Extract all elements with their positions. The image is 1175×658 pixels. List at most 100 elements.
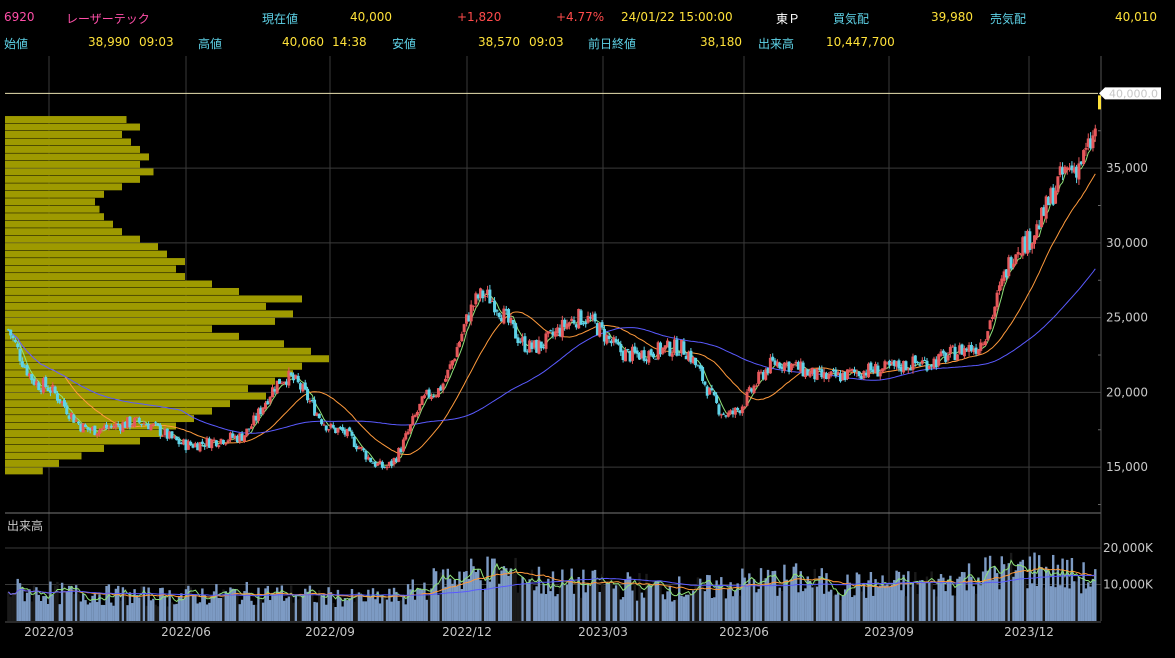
- stock-name: レーザーテック: [66, 12, 150, 26]
- candle-body: [782, 362, 786, 371]
- market-label: 東Ｐ: [776, 12, 801, 26]
- volume-bar: [35, 587, 38, 621]
- volume-bar: [687, 594, 690, 621]
- volume-bar: [458, 571, 461, 621]
- volume-bar: [194, 594, 197, 621]
- candle-body: [574, 324, 578, 328]
- candle-body: [34, 381, 38, 386]
- volume-bar: [755, 592, 758, 621]
- candle-body: [747, 387, 751, 392]
- candle-body: [285, 381, 289, 385]
- volume-bar: [1035, 585, 1039, 621]
- volume-bar: [275, 587, 279, 621]
- candle-body: [616, 342, 620, 345]
- volume-bar: [530, 569, 534, 621]
- volume-bar: [311, 588, 314, 621]
- volume-bar: [937, 578, 940, 621]
- volume-bar: [1061, 558, 1064, 621]
- candle-body: [261, 407, 265, 414]
- volume-profile-bar: [5, 116, 127, 124]
- volume-value: 10,447,700: [826, 35, 895, 49]
- volume-moving-averages: [8, 559, 1096, 603]
- candle-body: [434, 395, 438, 398]
- volume-bar: [177, 596, 181, 621]
- volume-bar: [67, 585, 71, 621]
- candle-body: [623, 349, 627, 362]
- volume-bar: [476, 569, 480, 621]
- volume-bar: [124, 589, 127, 621]
- candle-body: [273, 389, 277, 392]
- candle-body: [759, 371, 763, 373]
- candle-body: [815, 368, 819, 380]
- candle-body: [827, 374, 831, 379]
- candle-body: [348, 427, 352, 432]
- volume-bar: [44, 596, 47, 621]
- volume-bar: [628, 576, 632, 621]
- candle-body: [275, 380, 279, 394]
- candle-body: [497, 312, 501, 317]
- volume-bar: [357, 592, 361, 621]
- candle-body: [680, 339, 684, 354]
- volume-profile-bar: [5, 385, 248, 393]
- candle-body: [1030, 243, 1034, 249]
- volume-bar: [353, 601, 356, 621]
- candle-body: [1089, 138, 1093, 149]
- volume-bar: [184, 589, 188, 621]
- volume-bar: [493, 558, 496, 621]
- last-price-bar: [1098, 95, 1101, 110]
- volume-bar: [780, 590, 784, 621]
- volume-bar: [554, 596, 557, 621]
- candle-body: [605, 334, 609, 344]
- candle-body: [91, 426, 95, 430]
- volume-bar: [360, 594, 363, 621]
- volume-bar: [930, 571, 933, 621]
- volume-bar: [163, 596, 167, 621]
- candle-body: [44, 377, 48, 387]
- candle-body: [1042, 207, 1046, 216]
- candle-body: [525, 351, 529, 353]
- volume-bar: [1052, 554, 1055, 621]
- volume-bar: [699, 578, 702, 621]
- candle-body: [88, 429, 92, 431]
- candle-body: [465, 314, 469, 324]
- volume-bar: [98, 594, 101, 621]
- volume-profile-bar: [5, 317, 275, 325]
- volume-bar: [600, 574, 604, 621]
- volume-bar: [37, 594, 40, 621]
- candle-body: [210, 439, 214, 449]
- volume-bar: [210, 596, 213, 621]
- candle-body: [60, 401, 64, 404]
- volume-bar: [547, 578, 550, 621]
- candle-body: [684, 355, 688, 360]
- volume-bar: [621, 597, 625, 621]
- candle-body: [462, 324, 466, 332]
- quote-header-row1: 6920 レーザーテック 現在値 40,000 +1,820 +4.77% 24…: [0, 7, 1175, 28]
- volume-bar: [484, 588, 487, 621]
- volume-bar: [853, 595, 856, 621]
- volume-bar: [100, 604, 104, 621]
- candle-body: [579, 310, 583, 325]
- candle-body: [109, 425, 113, 427]
- candle-body: [149, 425, 153, 431]
- volume-bar: [769, 584, 772, 621]
- volume-profile-bar: [5, 295, 302, 303]
- candle-body: [539, 341, 543, 349]
- candle-body: [249, 426, 253, 429]
- volume-bar: [91, 595, 94, 621]
- volume-bar: [350, 588, 354, 621]
- volume-bar: [196, 603, 199, 621]
- candle-body: [446, 369, 450, 379]
- candle-body: [925, 360, 929, 371]
- volume-bar: [1014, 570, 1018, 621]
- candle-body: [558, 327, 562, 336]
- volume-bar: [491, 558, 494, 621]
- volume-bar: [149, 600, 153, 621]
- candle-body: [301, 384, 305, 392]
- volume-bar: [750, 584, 753, 621]
- candle-body: [355, 445, 359, 450]
- volume-bar: [236, 591, 239, 621]
- candle-body: [944, 352, 948, 362]
- candle-body: [1068, 167, 1072, 170]
- candle-body: [224, 443, 228, 445]
